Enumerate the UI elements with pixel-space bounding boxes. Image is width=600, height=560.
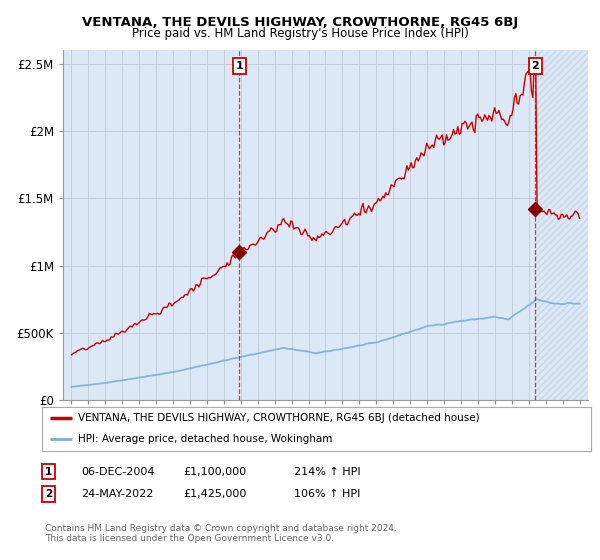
Text: 2: 2 — [532, 61, 539, 71]
Text: VENTANA, THE DEVILS HIGHWAY, CROWTHORNE, RG45 6BJ (detached house): VENTANA, THE DEVILS HIGHWAY, CROWTHORNE,… — [77, 413, 479, 423]
Text: 106% ↑ HPI: 106% ↑ HPI — [294, 489, 361, 499]
Text: 2: 2 — [45, 489, 52, 499]
Text: 214% ↑ HPI: 214% ↑ HPI — [294, 466, 361, 477]
Text: HPI: Average price, detached house, Wokingham: HPI: Average price, detached house, Woki… — [77, 435, 332, 445]
Text: Contains HM Land Registry data © Crown copyright and database right 2024.
This d: Contains HM Land Registry data © Crown c… — [45, 524, 397, 543]
Text: £1,425,000: £1,425,000 — [183, 489, 247, 499]
Bar — [535, 50, 588, 400]
Text: Price paid vs. HM Land Registry's House Price Index (HPI): Price paid vs. HM Land Registry's House … — [131, 27, 469, 40]
Text: £1,100,000: £1,100,000 — [183, 466, 246, 477]
Text: 1: 1 — [236, 61, 244, 71]
Text: 24-MAY-2022: 24-MAY-2022 — [81, 489, 154, 499]
Text: 06-DEC-2004: 06-DEC-2004 — [81, 466, 155, 477]
Text: VENTANA, THE DEVILS HIGHWAY, CROWTHORNE, RG45 6BJ: VENTANA, THE DEVILS HIGHWAY, CROWTHORNE,… — [82, 16, 518, 29]
Text: 1: 1 — [45, 466, 52, 477]
